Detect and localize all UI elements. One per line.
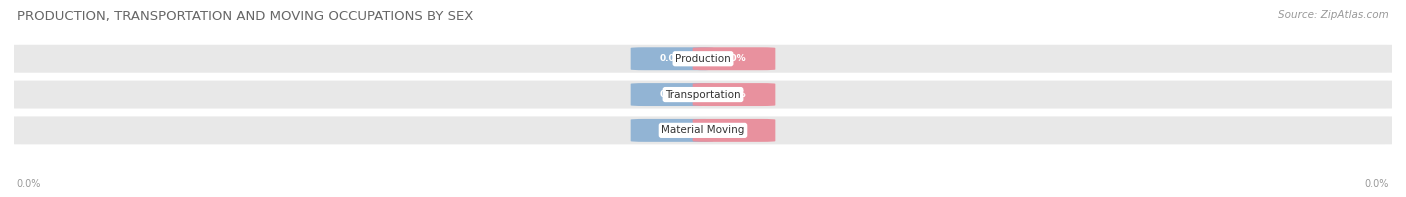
Text: 0.0%: 0.0% [1365, 179, 1389, 189]
Text: 0.0%: 0.0% [721, 90, 747, 99]
Text: 0.0%: 0.0% [659, 126, 685, 135]
FancyBboxPatch shape [693, 47, 775, 70]
FancyBboxPatch shape [693, 119, 775, 142]
Text: PRODUCTION, TRANSPORTATION AND MOVING OCCUPATIONS BY SEX: PRODUCTION, TRANSPORTATION AND MOVING OC… [17, 10, 474, 23]
Text: 0.0%: 0.0% [659, 54, 685, 63]
FancyBboxPatch shape [0, 81, 1406, 109]
Text: Material Moving: Material Moving [661, 125, 745, 135]
FancyBboxPatch shape [693, 83, 775, 106]
FancyBboxPatch shape [631, 47, 713, 70]
Text: 0.0%: 0.0% [721, 126, 747, 135]
Text: Production: Production [675, 54, 731, 64]
FancyBboxPatch shape [631, 83, 713, 106]
Text: 0.0%: 0.0% [17, 179, 41, 189]
Text: 0.0%: 0.0% [659, 90, 685, 99]
FancyBboxPatch shape [631, 119, 713, 142]
FancyBboxPatch shape [0, 45, 1406, 73]
FancyBboxPatch shape [0, 116, 1406, 144]
Text: 0.0%: 0.0% [721, 54, 747, 63]
Text: Transportation: Transportation [665, 90, 741, 99]
Text: Source: ZipAtlas.com: Source: ZipAtlas.com [1278, 10, 1389, 20]
